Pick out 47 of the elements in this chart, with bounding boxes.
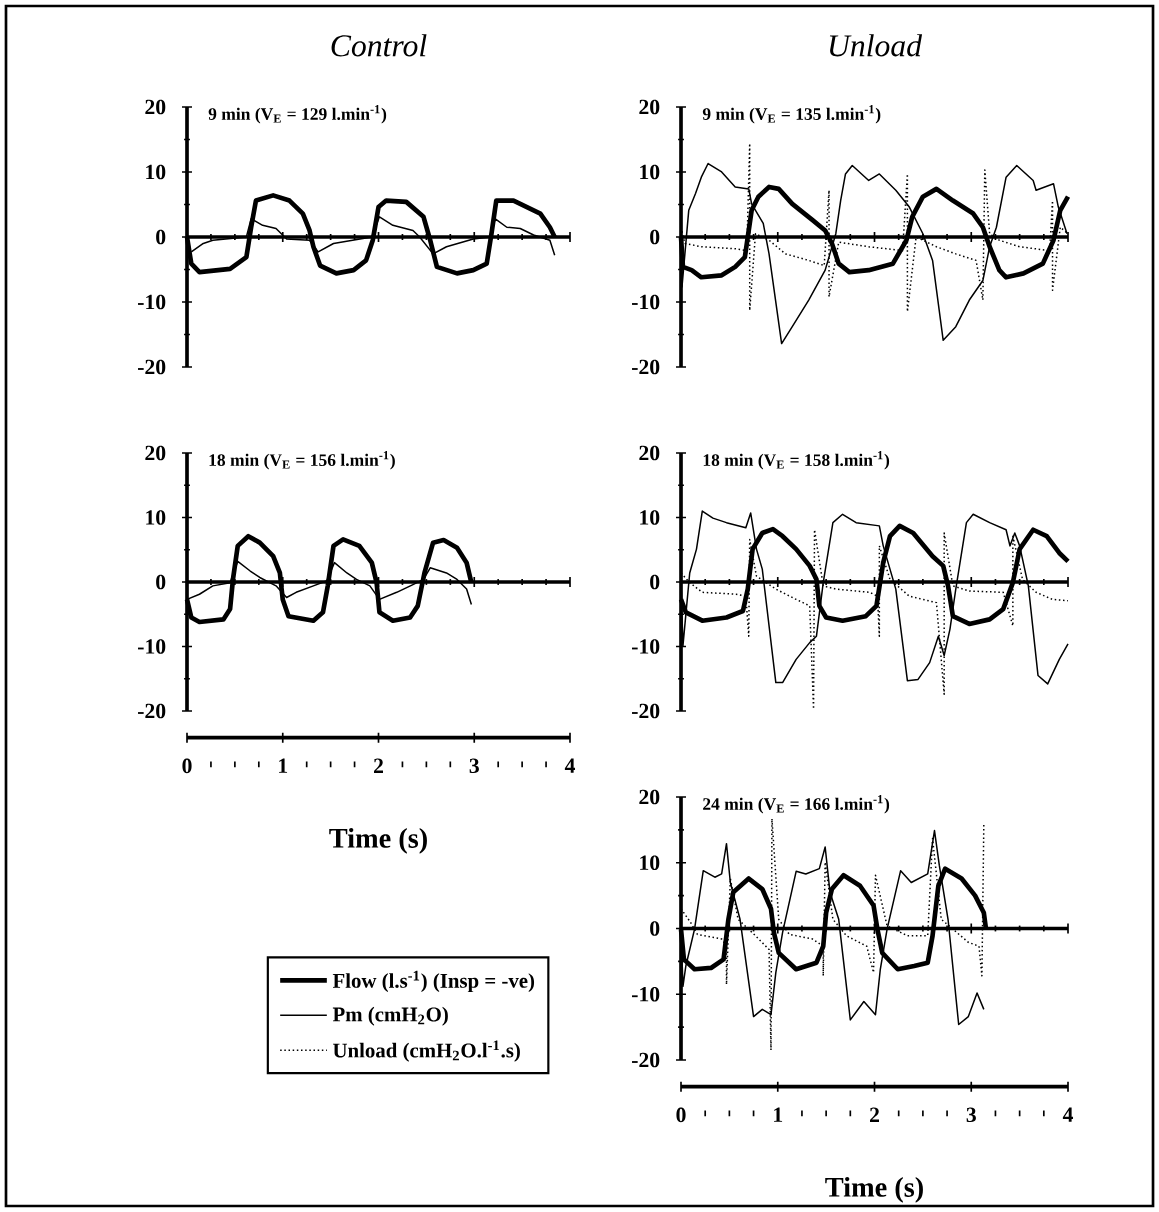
y-tick-label: -20 — [632, 1052, 660, 1068]
chart-subtitle: 18 min (V$_{E}$ = 158 l.min$^{-1}$) — [703, 451, 890, 470]
x-tick-label: 4 — [1062, 1107, 1074, 1122]
chart-subtitle: 9 min (V$_{E}$ = 129 l.min$^{-1}$) — [208, 105, 387, 124]
y-tick-label: -10 — [138, 294, 166, 310]
y-tick-label: -10 — [632, 294, 660, 310]
x-tick-label: 3 — [469, 758, 479, 774]
chart-title: Control — [331, 34, 427, 57]
x-tick-label: 1 — [279, 758, 288, 773]
x-tick-label: 2 — [870, 1107, 879, 1122]
legend-label: Unload (cmH$_{2}$O.l$^{-1}$.s) — [333, 1040, 520, 1062]
chart-title: Unload — [829, 34, 923, 57]
x-tick-label: 0 — [676, 1107, 686, 1123]
y-tick-label: 0 — [156, 574, 166, 590]
y-tick-label: 10 — [146, 510, 166, 525]
y-tick-label: 0 — [650, 574, 660, 590]
y-tick-label: 10 — [146, 164, 166, 180]
y-tick-label: 20 — [639, 99, 660, 115]
x-tick-label: 2 — [374, 758, 383, 773]
y-tick-label: -10 — [632, 639, 660, 654]
y-tick-label: 0 — [650, 229, 660, 245]
legend-label: Flow (l.s$^{-1}$) (Insp = -ve) — [332, 970, 535, 993]
x-tick-label: 3 — [966, 1107, 976, 1123]
y-tick-label: 20 — [145, 99, 166, 115]
y-tick-label: -20 — [138, 359, 166, 375]
y-tick-label: 20 — [639, 789, 660, 805]
x-tick-label: 0 — [182, 758, 192, 774]
y-tick-label: 10 — [640, 855, 660, 871]
chart-subtitle: 24 min (V$_{E}$ = 166 l.min$^{-1}$) — [703, 795, 890, 814]
y-tick-label: 10 — [640, 164, 660, 180]
y-tick-label: 20 — [639, 445, 660, 461]
y-tick-label: 0 — [156, 229, 166, 245]
legend-label: Pm (cmH$_{2}$O) — [332, 1006, 448, 1026]
chart-subtitle: 9 min (V$_{E}$ = 135 l.min$^{-1}$) — [702, 105, 881, 124]
y-tick-label: 10 — [640, 510, 660, 525]
y-tick-label: 0 — [650, 921, 660, 936]
y-tick-label: -10 — [138, 639, 166, 654]
y-tick-label: -20 — [632, 359, 660, 375]
x-tick-label: 1 — [774, 1107, 783, 1122]
y-tick-label: -20 — [138, 703, 166, 719]
y-tick-label: -10 — [632, 986, 660, 1002]
x-axis-title: Time (s) — [825, 1176, 923, 1203]
y-tick-label: 20 — [145, 445, 166, 461]
x-tick-label: 4 — [564, 758, 576, 773]
x-axis-title: Time (s) — [329, 827, 427, 854]
y-tick-label: -20 — [632, 703, 660, 719]
chart-subtitle: 18 min (V$_{E}$ = 156 l.min$^{-1}$) — [209, 451, 395, 470]
